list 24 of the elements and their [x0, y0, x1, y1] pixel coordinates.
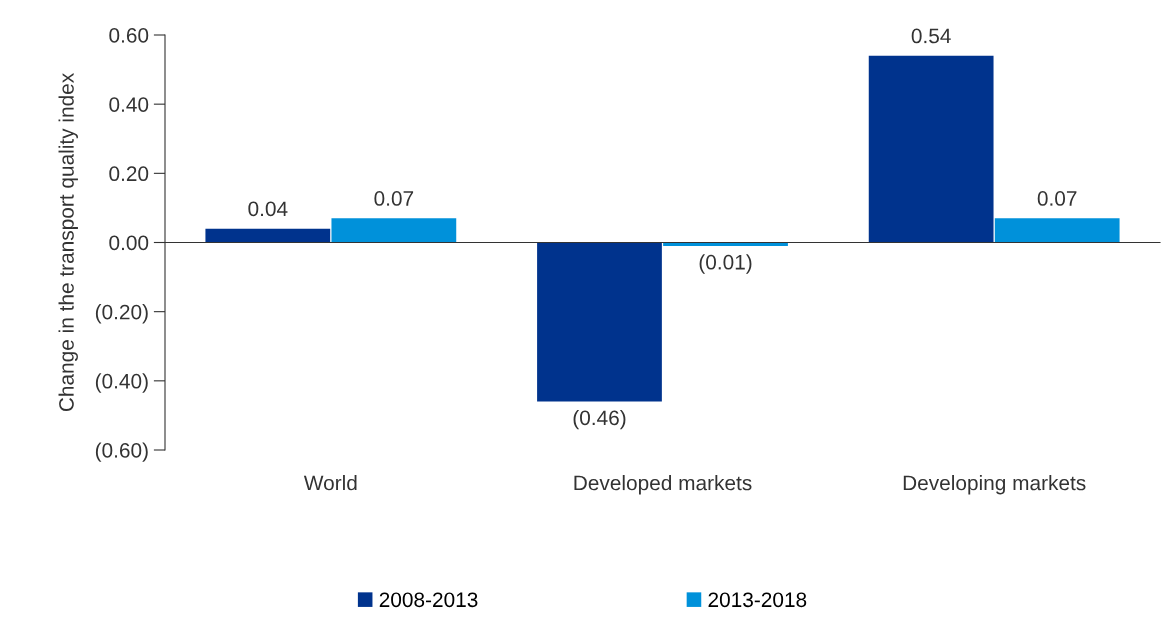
bar: [331, 218, 457, 243]
bar: [994, 218, 1120, 243]
data-label: 0.07: [374, 191, 414, 206]
bar: [868, 55, 994, 243]
y-tick-label: 0.60: [109, 28, 149, 43]
data-label: 0.07: [1037, 191, 1077, 206]
y-tick-label: (0.20): [95, 304, 148, 324]
y-tick-label: 0.40: [109, 97, 149, 112]
y-tick-label: 0.20: [109, 166, 149, 182]
bar: [537, 242, 662, 402]
x-tick-label: World: [303, 475, 357, 491]
data-label: (0.01): [699, 254, 752, 274]
data-label: (0.46): [573, 409, 626, 430]
y-axis-title: Change in the transport quality index: [58, 73, 78, 412]
legend-label: 2013-2018: [708, 592, 807, 608]
x-tick-label: Developed markets: [574, 475, 752, 495]
legend-label: 2008-2013: [379, 592, 478, 608]
bar: [205, 228, 331, 243]
y-tick-label: 0.00: [109, 235, 149, 251]
x-tick-label: Developing markets: [903, 475, 1086, 495]
data-label: 0.54: [911, 28, 951, 44]
y-tick-label: (0.60): [95, 442, 148, 462]
y-tick-label: (0.40): [95, 373, 148, 393]
data-label: 0.04: [248, 201, 288, 217]
